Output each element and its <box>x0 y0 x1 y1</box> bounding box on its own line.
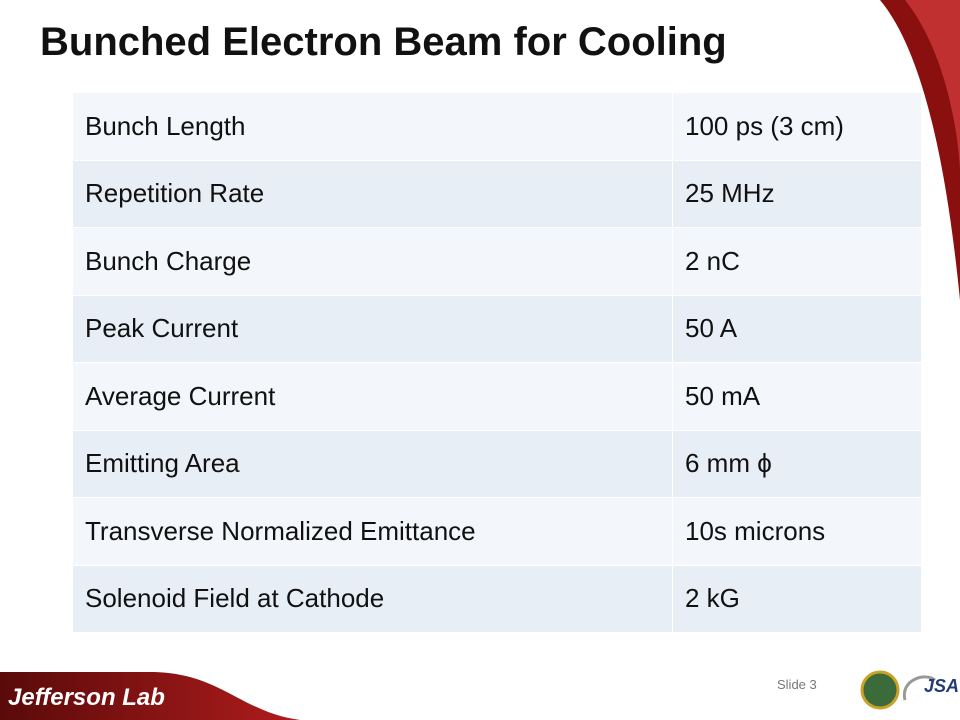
table-row: Bunch Charge 2 nC <box>72 227 922 296</box>
table-row: Bunch Length 100 ps (3 cm) <box>72 92 922 161</box>
table-row: Peak Current 50 A <box>72 294 922 363</box>
footer-band <box>0 672 300 720</box>
doe-seal <box>860 670 900 710</box>
value-cell: 10s microns <box>672 497 922 566</box>
parameter-cell: Peak Current <box>72 294 673 363</box>
value-cell: 100 ps (3 cm) <box>672 92 922 161</box>
value-cell: 2 kG <box>672 564 922 633</box>
parameter-cell: Average Current <box>72 362 673 431</box>
value-cell: 2 nC <box>672 227 922 296</box>
slide-number: Slide 3 <box>777 677 817 692</box>
lab-logo: Jefferson Lab <box>8 684 165 711</box>
table-row: Average Current 50 mA <box>72 362 922 431</box>
table-row: Emitting Area 6 mm ϕ <box>72 429 922 498</box>
value-cell: 6 mm ϕ <box>672 429 922 498</box>
parameter-cell: Bunch Charge <box>72 227 673 296</box>
parameter-cell: Bunch Length <box>72 92 673 161</box>
corner-swoosh-light <box>905 0 960 170</box>
value-cell: 25 MHz <box>672 159 922 228</box>
parameter-cell: Transverse Normalized Emittance <box>72 497 673 566</box>
slide-title: Bunched Electron Beam for Cooling <box>40 20 727 64</box>
value-cell: 50 mA <box>672 362 922 431</box>
parameter-cell: Emitting Area <box>72 429 673 498</box>
parameter-cell: Repetition Rate <box>72 159 673 228</box>
table-row: Repetition Rate 25 MHz <box>72 159 922 228</box>
parameter-table: Bunch Length 100 ps (3 cm) Repetition Rate… <box>72 92 922 633</box>
parameter-cell: Solenoid Field at Cathode <box>72 564 673 633</box>
table-row: Transverse Normalized Emittance 10s micro… <box>72 497 922 566</box>
jsa-swoosh <box>902 675 936 701</box>
table-row: Solenoid Field at Cathode 2 kG <box>72 564 922 633</box>
value-cell: 50 A <box>672 294 922 363</box>
partner-logo: JSA <box>924 676 960 696</box>
corner-swoosh <box>880 0 960 300</box>
